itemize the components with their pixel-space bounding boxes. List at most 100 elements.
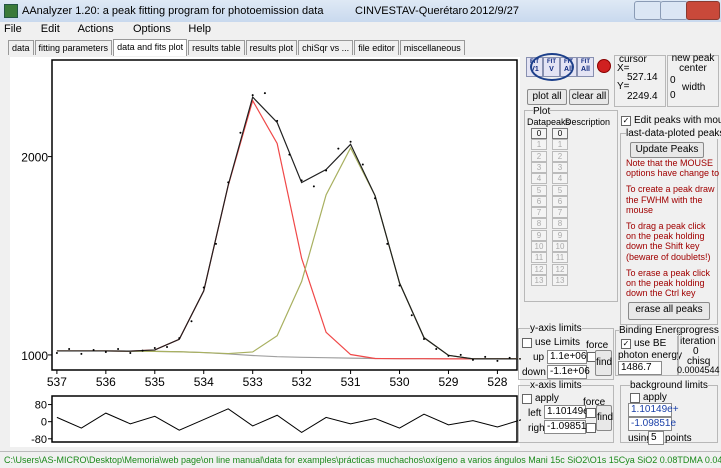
data-point — [202, 286, 205, 289]
app-icon — [4, 4, 18, 18]
cursor-box — [614, 55, 666, 107]
data-point — [398, 284, 401, 287]
tab[interactable]: miscellaneous — [399, 40, 465, 55]
peaks-button[interactable]: 5 — [552, 184, 568, 196]
x-tick-label: 532 — [292, 375, 312, 389]
data-button[interactable]: 9 — [531, 229, 547, 241]
iteration-value: 0 — [693, 346, 699, 357]
right-label: right — [528, 423, 548, 434]
down-input[interactable]: -1.1e+06 — [547, 365, 590, 379]
residual-frame — [51, 395, 518, 443]
maximize-button[interactable] — [660, 1, 688, 20]
data-button[interactable]: 2 — [531, 150, 547, 162]
plot-frame — [51, 59, 518, 371]
data-button[interactable]: 0 — [531, 128, 547, 139]
clear-all-button[interactable]: clear all — [569, 89, 609, 105]
fit-button-bottom: All — [581, 66, 590, 73]
edit-mouse-checkbox[interactable]: ✓ — [621, 116, 631, 126]
residual-y-tick-label: 0 — [41, 417, 47, 429]
up-input[interactable]: 1.1e+06 — [547, 350, 587, 364]
window-date: 2012/9/27 — [470, 5, 519, 17]
data-button[interactable]: 7 — [531, 207, 547, 219]
peaks-button[interactable]: 12 — [552, 263, 568, 275]
plot-area: 537 536 535 534 533 532 531 530 529 528 1000 2000 80… — [10, 57, 521, 447]
update-peaks-button[interactable]: Update Peaks — [630, 142, 704, 158]
peaks-button[interactable]: 13 — [552, 274, 568, 286]
plot-all-button[interactable]: plot all — [527, 89, 567, 105]
peaks-button[interactable]: 2 — [552, 150, 568, 162]
x-apply-checkbox[interactable] — [522, 394, 532, 404]
fit-curve — [56, 95, 521, 360]
data-point — [276, 119, 279, 122]
x-find-button[interactable]: find — [596, 405, 613, 431]
peaks-button[interactable]: 9 — [552, 229, 568, 241]
points-input[interactable]: 5 — [648, 431, 664, 445]
bg-apply-label: apply — [643, 392, 667, 403]
data-button[interactable]: 13 — [531, 274, 547, 286]
bg-left-input[interactable]: 1.10149e+ — [628, 403, 679, 417]
peaks-button[interactable]: 3 — [552, 161, 568, 173]
data-point — [459, 353, 462, 356]
y-find-button[interactable]: find — [595, 350, 612, 376]
tab[interactable]: file editor — [354, 40, 399, 55]
data-point — [410, 314, 413, 317]
tab[interactable]: data — [8, 40, 34, 55]
peaks-button[interactable]: 4 — [552, 173, 568, 185]
data-button[interactable]: 3 — [531, 161, 547, 173]
tab[interactable]: data and fits plot — [113, 39, 188, 56]
note-line: mouse — [626, 204, 654, 215]
tab[interactable]: fitting parameters — [34, 40, 113, 55]
tab[interactable]: chiSqr vs ... — [298, 40, 354, 55]
data-button[interactable]: 10 — [531, 241, 547, 252]
data-point — [166, 345, 169, 348]
data-point — [263, 92, 266, 95]
left-label: left — [528, 408, 542, 419]
bg-right-input[interactable]: -1.09851e — [628, 417, 676, 431]
tab[interactable]: results table — [188, 40, 245, 55]
x-force-checkbox[interactable] — [586, 408, 596, 418]
right-input[interactable]: -1.09851e — [544, 420, 592, 434]
tab[interactable]: results plot — [245, 40, 298, 55]
status-bar — [0, 451, 721, 468]
x-tick-label: 530 — [390, 375, 410, 389]
data-button[interactable]: 6 — [531, 195, 547, 207]
status-text: C:\Users\AS-MICRO\Desktop\Memoria\web pa… — [4, 455, 721, 465]
data-point — [361, 163, 364, 166]
data-button[interactable]: 11 — [531, 252, 547, 264]
menu-item[interactable]: Actions — [77, 23, 114, 35]
peaks-button[interactable]: 8 — [552, 218, 568, 230]
use-limits-checkbox[interactable] — [522, 338, 532, 348]
peaks-button[interactable]: 10 — [552, 241, 568, 252]
menu-item[interactable]: Options — [133, 23, 171, 35]
photon-input[interactable]: 1486.7 — [618, 361, 662, 375]
stop-button[interactable] — [597, 59, 611, 73]
menu-item[interactable]: File — [4, 23, 22, 35]
peaks-button[interactable]: 11 — [552, 252, 568, 264]
data-point — [251, 94, 254, 97]
data-button[interactable]: 1 — [531, 139, 547, 151]
left-input[interactable]: 1.10149e — [544, 405, 589, 419]
x-tick-label: 528 — [487, 375, 507, 389]
bg-apply-checkbox[interactable] — [630, 393, 640, 403]
data-point — [104, 350, 107, 353]
close-button[interactable] — [686, 1, 720, 20]
data-button[interactable]: 12 — [531, 263, 547, 275]
use-be-checkbox[interactable]: ✓ — [621, 339, 631, 349]
peaks-button[interactable]: 6 — [552, 195, 568, 207]
edit-mouse-label: Edit peaks with mouse — [634, 115, 721, 126]
data-button[interactable]: 8 — [531, 218, 547, 230]
erase-peaks-button[interactable]: erase all peaks — [628, 302, 710, 320]
minimize-button[interactable] — [634, 1, 662, 20]
data-button[interactable]: 4 — [531, 173, 547, 185]
peaks-button[interactable]: 7 — [552, 207, 568, 219]
menu-item[interactable]: Help — [188, 23, 212, 35]
menu-item[interactable]: Edit — [40, 23, 60, 35]
data-button[interactable]: 5 — [531, 184, 547, 196]
x-force-checkbox-2[interactable] — [586, 423, 596, 433]
fit-button[interactable]: FIT All — [577, 57, 594, 77]
y-tick-label: 2000 — [21, 151, 48, 165]
peaks-button[interactable]: 0 — [552, 128, 568, 139]
peaks-button[interactable]: 1 — [552, 139, 568, 151]
tab-strip: data fitting parameters data and fits plot… — [8, 39, 465, 56]
